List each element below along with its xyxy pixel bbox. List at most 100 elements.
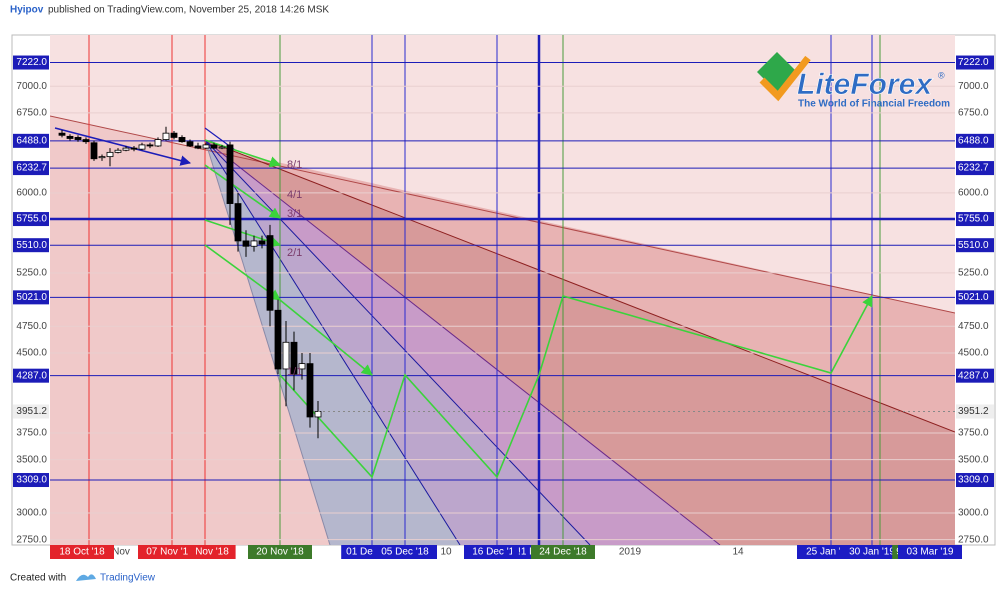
published: published on TradingView.com, November 2… [48, 5, 329, 16]
date-tag [50, 545, 114, 559]
y-tick-label-right: 6000.0 [958, 188, 989, 199]
candle-body [98, 156, 106, 159]
date-label: 25 Jan '19 [806, 547, 852, 558]
last-price-tag [13, 404, 49, 419]
level-tag [13, 212, 49, 227]
candle-body [178, 137, 186, 143]
drawings [50, 35, 955, 545]
level-label-right: 6232.7 [958, 163, 989, 174]
level-tag [13, 238, 49, 253]
y-tick-label-right: 2750.0 [958, 534, 989, 545]
y-tick-label-right: 4750.0 [958, 321, 989, 332]
y-tick-label-right: 4500.0 [958, 348, 989, 359]
fan-label: 1/1 [287, 366, 302, 378]
date-label: 24 Dec '18 [539, 547, 587, 558]
candle-body [210, 144, 218, 149]
level-label-right: 6488.0 [958, 135, 989, 146]
level-tag-right [956, 212, 994, 227]
level-label: 5755.0 [16, 214, 47, 225]
tv-icon [76, 574, 96, 581]
candle-body [74, 137, 82, 140]
y-tick-label-right: 3000.0 [958, 508, 989, 519]
candle-body [66, 135, 74, 139]
level-label-right: 5021.0 [958, 292, 989, 303]
date-tag [138, 545, 202, 559]
date-label: 03 Mar '19 [907, 547, 954, 558]
candle-body [122, 147, 130, 151]
candle-body [146, 144, 154, 147]
candle-body [154, 139, 162, 147]
fan-label: 8/1 [287, 159, 302, 171]
author: Hyipov [10, 5, 44, 16]
date-label: 07 Nov '18 [146, 547, 194, 558]
y-tick-label: 3000.0 [16, 508, 47, 519]
level-tag [13, 473, 49, 488]
level-label: 5021.0 [16, 292, 47, 303]
candle-body [234, 203, 242, 242]
y-tick-label: 3750.0 [16, 428, 47, 439]
date-tag [373, 545, 437, 559]
level-tag [13, 290, 49, 305]
level-tag-right [956, 290, 994, 305]
date-label: 20 Nov '18 [256, 547, 304, 558]
date-label: 18 Oct '18 [59, 547, 105, 558]
date-label: 30 Jan '19 [849, 547, 895, 558]
y-tick-label: 4500.0 [16, 348, 47, 359]
level-tag-right [956, 161, 994, 176]
y-tick-label-right: 7000.0 [958, 81, 989, 92]
candle-body [298, 363, 306, 370]
candle-body [202, 144, 210, 149]
date-tag [341, 545, 383, 559]
y-tick-label-right: 3750.0 [958, 428, 989, 439]
last-price-label-right: 3951.2 [958, 406, 989, 417]
last-price-label: 3951.2 [16, 406, 47, 417]
level-label-right: 7222.0 [958, 57, 989, 68]
candle-body [114, 149, 122, 153]
fan-label: 3/1 [287, 208, 302, 220]
fan-label: 2/1 [287, 247, 302, 259]
level-tag [13, 161, 49, 176]
last-price-tag-right [956, 404, 994, 419]
level-tag [13, 368, 49, 383]
level-label: 4287.0 [16, 370, 47, 381]
created-with: Created with [10, 573, 66, 584]
level-label: 6232.7 [16, 163, 47, 174]
date-label: 16 Dec '18 [472, 547, 520, 558]
level-label: 7222.0 [16, 57, 47, 68]
level-tag-right [956, 55, 994, 70]
candle-body [266, 235, 274, 311]
date-tag [898, 545, 962, 559]
logo-tagline: The World of Financial Freedom [798, 99, 950, 110]
level-label-right: 3309.0 [958, 475, 989, 486]
candle-body [242, 240, 250, 247]
y-tick-label: 6000.0 [16, 188, 47, 199]
candle-body [194, 145, 202, 149]
candle-body [130, 147, 138, 150]
candle-body [90, 142, 98, 160]
logo-name: LiteForex [797, 68, 933, 101]
candle-body [258, 240, 266, 245]
y-tick-label-right: 6750.0 [958, 108, 989, 119]
candle-body [314, 411, 322, 418]
candle-body [138, 144, 146, 150]
y-tick-label: 7000.0 [16, 81, 47, 92]
logo: LiteForex ® The World of Financial Freed… [757, 52, 950, 110]
candle-body [290, 341, 298, 375]
y-tick-label: 2750.0 [16, 534, 47, 545]
brand: TradingView [100, 573, 156, 584]
y-tick-label-right: 3500.0 [958, 454, 989, 465]
y-tick-label-right: 5250.0 [958, 268, 989, 279]
date-tag [248, 545, 312, 559]
level-label: 6488.0 [16, 135, 47, 146]
date-tag [840, 545, 904, 559]
date-tag [188, 545, 236, 559]
candle-body [58, 132, 66, 136]
candle-body [306, 363, 314, 418]
candle-body [282, 341, 290, 370]
y-tick-label: 5250.0 [16, 268, 47, 279]
level-label-right: 5510.0 [958, 240, 989, 251]
level-tag-right [956, 133, 994, 148]
y-tick-label: 4750.0 [16, 321, 47, 332]
date-label: 01 Dec [346, 547, 378, 558]
